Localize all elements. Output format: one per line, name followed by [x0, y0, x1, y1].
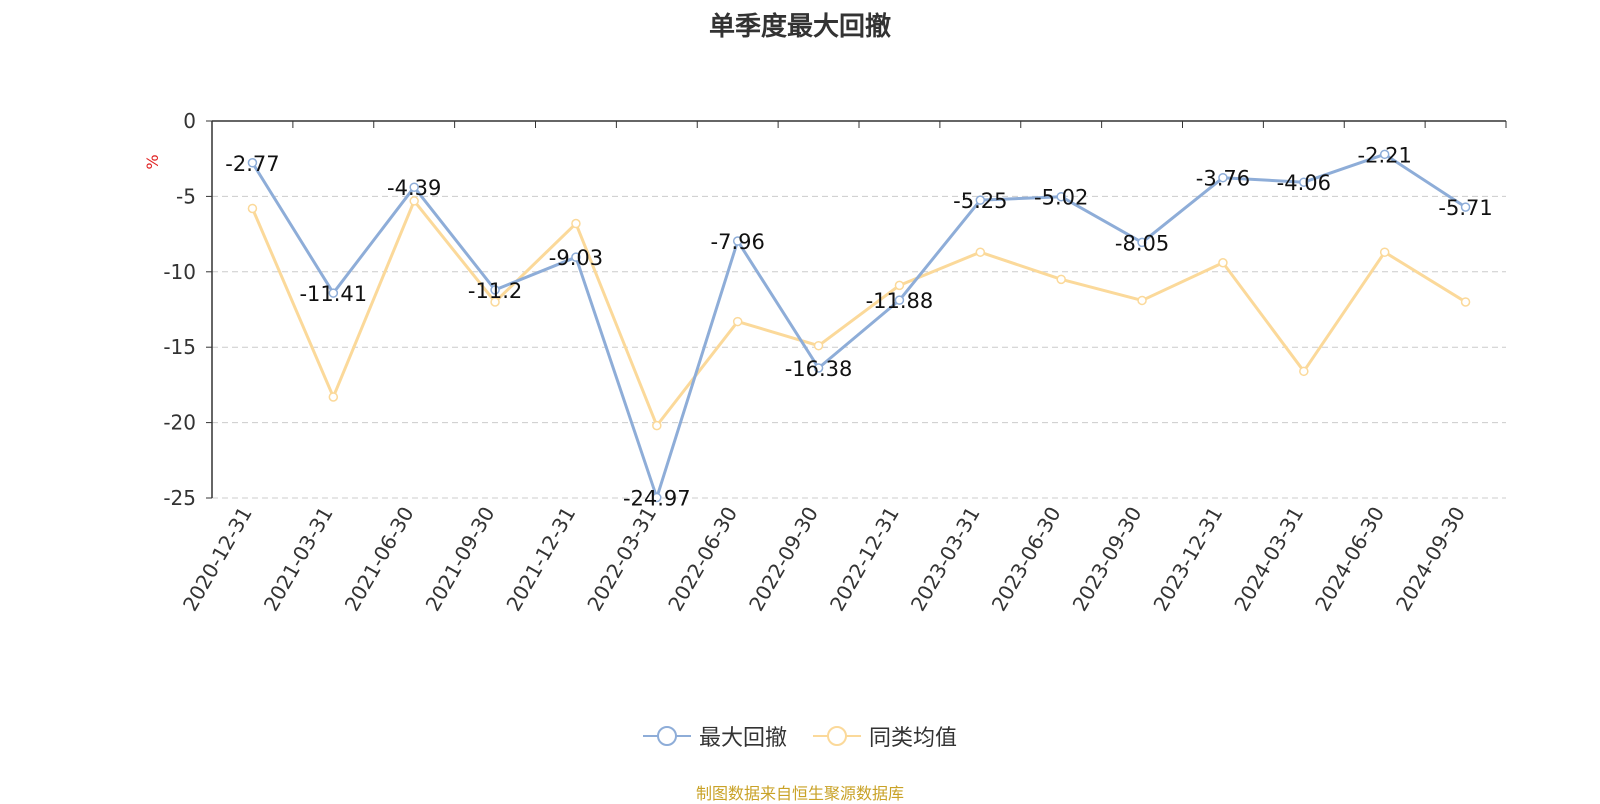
legend-item-drawdown[interactable]: 最大回撤 [642, 720, 787, 752]
legend-label-drawdown: 最大回撤 [698, 726, 787, 751]
data-label: -5.02 [1034, 186, 1088, 210]
x-tick-label: 2023-03-31 [906, 503, 985, 616]
data-label: -9.03 [549, 246, 603, 270]
series-line-drawdown [251, 152, 1467, 500]
x-tick-label: 2021-09-30 [420, 503, 499, 616]
x-tick-label: 2023-06-30 [987, 503, 1066, 616]
data-label: -11.88 [866, 289, 934, 313]
data-point-drawdown [813, 363, 824, 373]
data-point-peer-avg [652, 420, 662, 431]
data-point-drawdown [652, 492, 662, 503]
data-point-peer-avg [1056, 274, 1066, 285]
data-label: -5.71 [1438, 196, 1492, 220]
data-point-drawdown [732, 236, 743, 246]
data-point-peer-avg [1218, 258, 1228, 268]
data-point-peer-avg [975, 247, 986, 257]
data-label: -4.06 [1277, 171, 1331, 195]
chart-legend: 最大回撤 同类均值 [0, 720, 1600, 752]
data-point-drawdown [975, 195, 986, 205]
y-tick-label: 0 [183, 109, 196, 133]
data-label: -2.21 [1358, 143, 1412, 167]
data-point-peer-avg [328, 392, 339, 402]
x-tick-label: 2022-03-31 [582, 503, 661, 616]
data-label: -8.05 [1115, 231, 1169, 255]
legend-label-peer-avg: 同类均值 [869, 726, 958, 751]
x-tick-label: 2022-06-30 [663, 503, 742, 616]
y-tick-label: -15 [163, 335, 196, 359]
y-tick-label: -10 [163, 260, 196, 284]
data-label: -11.41 [299, 282, 367, 306]
x-tick-label: 2024-09-30 [1391, 503, 1470, 616]
data-point-peer-avg [571, 218, 581, 229]
data-label: -7.96 [711, 230, 765, 254]
legend-swatch-peer-avg [813, 726, 861, 746]
data-point-peer-avg [490, 297, 500, 307]
data-point-drawdown [1460, 202, 1471, 212]
data-label: -3.76 [1196, 167, 1250, 191]
x-tick-label: 2023-12-31 [1148, 503, 1227, 616]
data-point-drawdown [1218, 172, 1228, 183]
series-line-peer-avg [251, 199, 1467, 428]
data-label: -4.39 [387, 176, 441, 200]
data-point-peer-avg [894, 280, 905, 291]
chart-title: 单季度最大回撤 [708, 12, 891, 42]
data-point-drawdown [1137, 237, 1147, 248]
data-point-peer-avg [813, 340, 824, 351]
data-point-peer-avg [247, 203, 258, 214]
data-label: -24.97 [623, 487, 691, 511]
data-label: -11.2 [468, 279, 522, 303]
data-label: -16.38 [785, 357, 853, 381]
data-point-drawdown [328, 288, 339, 298]
data-point-drawdown [571, 252, 581, 262]
x-tick-label: 2020-12-31 [178, 503, 257, 616]
x-tick-label: 2023-09-30 [1067, 503, 1146, 616]
data-point-peer-avg [1299, 366, 1309, 377]
data-point-drawdown [247, 158, 258, 168]
x-tick-label: 2022-12-31 [825, 503, 904, 616]
legend-item-peer-avg[interactable]: 同类均值 [813, 720, 957, 752]
data-point-drawdown [1299, 177, 1309, 187]
data-label: -5.25 [953, 189, 1007, 213]
data-point-drawdown [1056, 191, 1066, 202]
y-tick-label: -25 [163, 486, 196, 510]
data-label: -2.77 [225, 152, 279, 176]
y-tick-label: -20 [163, 411, 196, 435]
x-tick-label: 2021-12-31 [501, 503, 580, 616]
x-tick-label: 2024-06-30 [1310, 503, 1389, 616]
data-point-peer-avg [409, 196, 419, 206]
data-point-peer-avg [1379, 247, 1390, 257]
y-axis-unit: % [143, 154, 162, 169]
data-point-drawdown [894, 295, 905, 305]
legend-swatch-drawdown [642, 726, 691, 746]
data-point-drawdown [490, 285, 500, 295]
data-point-peer-avg [732, 316, 743, 327]
data-point-peer-avg [1460, 297, 1471, 307]
x-tick-label: 2024-03-31 [1229, 503, 1308, 616]
data-point-drawdown [409, 182, 419, 192]
y-tick-label: -5 [176, 184, 196, 208]
x-tick-label: 2021-06-30 [340, 503, 419, 616]
source-note: 制图数据来自恒生聚源数据库 [695, 784, 904, 803]
x-tick-label: 2021-03-31 [259, 503, 338, 616]
x-tick-label: 2022-09-30 [744, 503, 823, 616]
data-point-drawdown [1379, 149, 1390, 160]
data-point-peer-avg [1137, 295, 1147, 306]
